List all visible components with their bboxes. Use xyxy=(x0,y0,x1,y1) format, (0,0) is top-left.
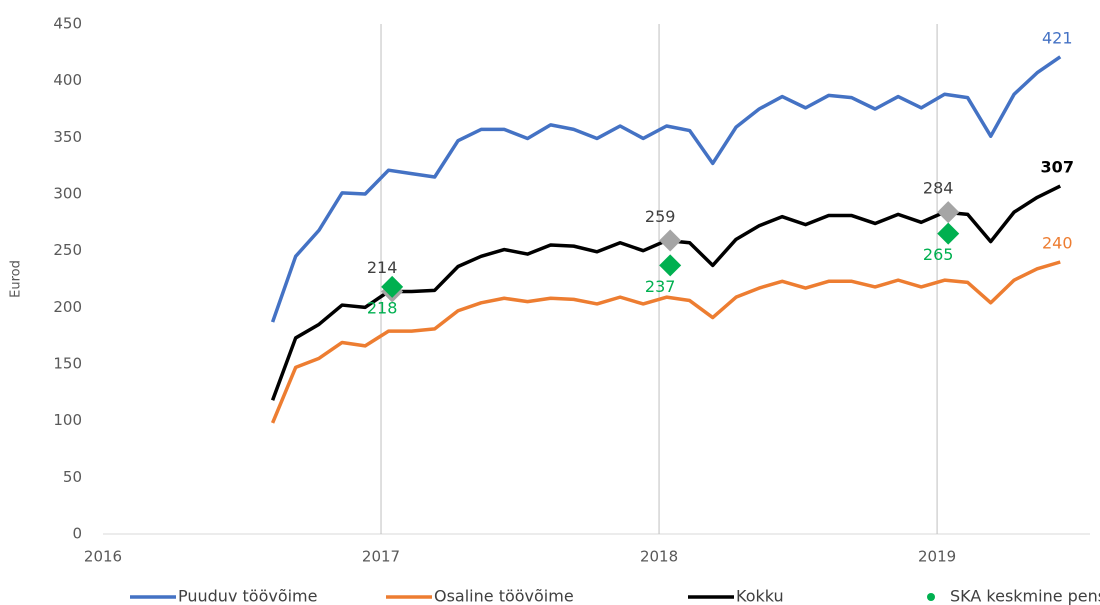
data-label: 259 xyxy=(645,207,676,226)
y-tick-label: 250 xyxy=(53,241,82,259)
data-label: 265 xyxy=(923,245,954,264)
data-label: 284 xyxy=(923,179,954,198)
legend-label: Puuduv töövõime xyxy=(178,587,317,605)
x-tick-label: 2019 xyxy=(918,548,956,566)
marker xyxy=(937,222,960,245)
y-axis-title: Eurod xyxy=(9,260,24,298)
data-label: 214 xyxy=(367,258,398,277)
x-tick-label: 2016 xyxy=(84,548,122,566)
legend-label: Osaline töövõime xyxy=(434,587,574,605)
line xyxy=(270,55,1062,323)
y-tick-label: 450 xyxy=(53,15,82,33)
data-label: 240 xyxy=(1042,234,1073,253)
x-tick-label: 2017 xyxy=(362,548,400,566)
legend-label: Kokku xyxy=(736,587,784,605)
y-tick-label: 0 xyxy=(72,525,82,543)
y-tick-label: 200 xyxy=(53,298,82,316)
y-tick-label: 400 xyxy=(53,71,82,89)
data-label: 218 xyxy=(367,298,398,317)
y-tick-label: 300 xyxy=(53,185,82,203)
line xyxy=(270,260,1061,424)
marker xyxy=(381,275,404,298)
marker xyxy=(937,201,960,224)
x-tick-label: 2018 xyxy=(640,548,678,566)
data-label: 421 xyxy=(1042,28,1073,47)
data-label: 307 xyxy=(1041,158,1074,177)
y-tick-label: 350 xyxy=(53,128,82,146)
y-tick-label: 50 xyxy=(63,468,82,486)
data-label: 237 xyxy=(645,277,676,296)
marker xyxy=(659,254,682,277)
legend-swatch xyxy=(927,593,935,601)
marker xyxy=(659,229,682,252)
legend-label: SKA keskmine pension xyxy=(950,587,1100,605)
y-tick-label: 100 xyxy=(53,411,82,429)
y-tick-label: 150 xyxy=(53,355,82,373)
